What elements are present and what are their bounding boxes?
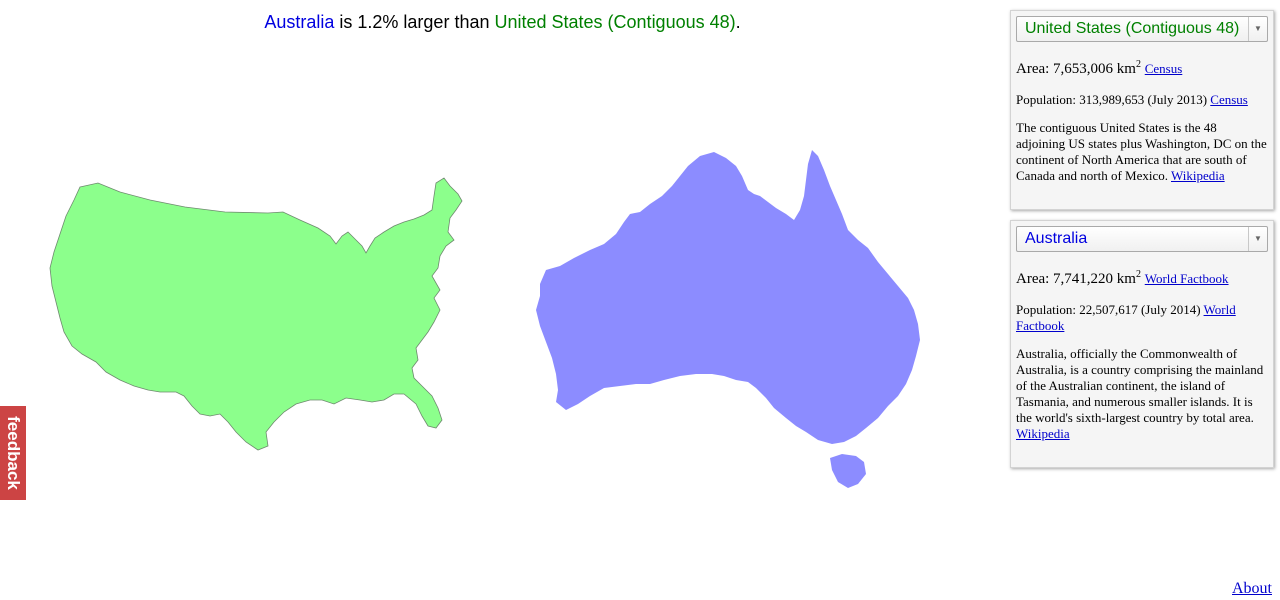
au-area: Area: 7,741,220 km2 World Factbook [1016, 266, 1268, 288]
us-population-source-link[interactable]: Census [1210, 92, 1248, 107]
au-area-label: Area: 7,741,220 km [1016, 271, 1136, 287]
feedback-tab[interactable]: feedback [0, 406, 26, 500]
panel-country-b: United States (Contiguous 48) ▼ Area: 7,… [1010, 10, 1274, 210]
headline-period: . [735, 12, 741, 32]
map-canvas [49, 150, 920, 488]
chevron-down-icon[interactable]: ▼ [1248, 17, 1267, 41]
us-area-label: Area: 7,653,006 km [1016, 61, 1136, 77]
au-description: Australia, officially the Commonwealth o… [1016, 346, 1268, 442]
au-population-label: Population: 22,507,617 (July 2014) [1016, 302, 1201, 317]
headline-country-b: United States (Contiguous 48) [494, 12, 736, 32]
about-link[interactable]: About [1232, 580, 1272, 597]
au-description-source-link[interactable]: Wikipedia [1016, 426, 1070, 441]
us-description-text: The contiguous United States is the 48 a… [1016, 120, 1267, 183]
headline-comparison-text: is 1.2% larger than [334, 12, 495, 32]
au-population: Population: 22,507,617 (July 2014) World… [1016, 302, 1268, 334]
comparison-headline: Australia is 1.2% larger than United Sta… [0, 12, 1005, 33]
panel-country-a: Australia ▼ Area: 7,741,220 km2 World Fa… [1010, 220, 1274, 468]
us-area-source-link[interactable]: Census [1144, 61, 1183, 76]
au-area-unit-exponent: 2 [1135, 269, 1141, 280]
headline-country-a: Australia [264, 12, 335, 32]
australia-map-shape[interactable] [536, 150, 920, 444]
country-a-select[interactable]: Australia ▼ [1016, 226, 1268, 252]
us-area-unit-exponent: 2 [1135, 59, 1141, 70]
au-population-source-link[interactable]: World Factbook [1016, 302, 1236, 333]
feedback-label: feedback [4, 416, 23, 490]
country-b-select-value: United States (Contiguous 48) [1025, 20, 1240, 37]
us-description: The contiguous United States is the 48 a… [1016, 120, 1268, 184]
chevron-down-icon[interactable]: ▼ [1248, 227, 1267, 251]
tasmania-map-shape[interactable] [830, 454, 866, 488]
au-description-text: Australia, officially the Commonwealth o… [1016, 346, 1264, 425]
us-area: Area: 7,653,006 km2 Census [1016, 56, 1268, 78]
us-map-shape[interactable] [49, 177, 463, 451]
us-population: Population: 313,989,653 (July 2013) Cens… [1016, 92, 1268, 108]
country-a-select-value: Australia [1025, 230, 1088, 247]
au-area-source-link[interactable]: World Factbook [1144, 271, 1229, 286]
us-population-label: Population: 313,989,653 (July 2013) [1016, 92, 1208, 107]
us-description-source-link[interactable]: Wikipedia [1171, 168, 1225, 183]
country-b-select[interactable]: United States (Contiguous 48) ▼ [1016, 16, 1268, 42]
